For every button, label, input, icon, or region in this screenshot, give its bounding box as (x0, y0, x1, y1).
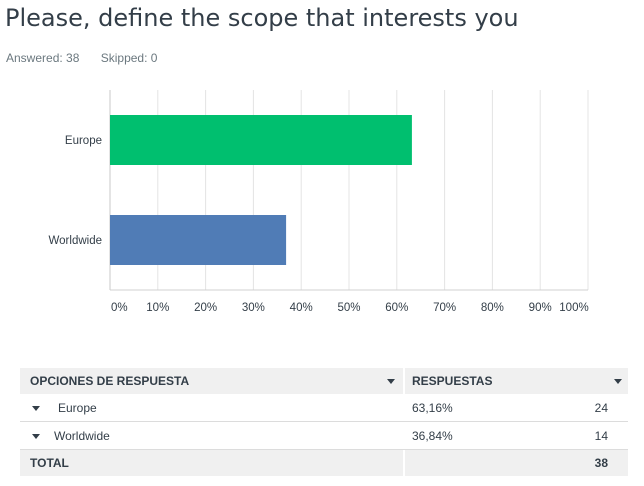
skipped-count: Skipped: 0 (100, 51, 158, 65)
bar-europe[interactable] (110, 115, 412, 165)
header-responses[interactable]: RESPUESTAS (412, 374, 493, 388)
table-total-row: TOTAL 38 (20, 450, 628, 476)
column-divider (403, 450, 405, 476)
response-table: OPCIONES DE RESPUESTA RESPUESTAS Europe … (20, 368, 628, 476)
row-count: 24 (594, 401, 608, 415)
row-percent: 63,16% (412, 401, 453, 415)
category-label: Europe (65, 135, 102, 147)
expand-row-chevron-down-icon[interactable] (32, 434, 40, 439)
bar-worldwide[interactable] (110, 215, 287, 265)
x-tick-label: 10% (146, 302, 169, 314)
row-count: 14 (594, 429, 608, 443)
sort-responses-chevron-down-icon[interactable] (614, 379, 622, 384)
x-tick-label: 80% (481, 302, 504, 314)
x-tick-label: 90% (529, 302, 552, 314)
total-label: TOTAL (30, 456, 69, 470)
bar-chart: 0% 10% 20% 30% 40% 50% 60% 70% 80% 90% 100% Europe W… (49, 90, 589, 314)
x-tick-label: 60% (385, 302, 408, 314)
x-tick-label: 70% (433, 302, 456, 314)
row-label: Worldwide (54, 429, 110, 443)
table-row: Worldwide 36,84% 14 (20, 422, 628, 450)
table-header: OPCIONES DE RESPUESTA RESPUESTAS (20, 368, 628, 394)
x-tick-label: 20% (194, 302, 217, 314)
question-title: Please, define the scope that interests … (5, 4, 519, 32)
total-count: 38 (594, 456, 608, 470)
expand-row-chevron-down-icon[interactable] (32, 406, 40, 411)
column-divider (403, 368, 405, 394)
x-tick-label: 50% (337, 302, 360, 314)
x-tick-label: 30% (242, 302, 265, 314)
answered-count: Answered: 38 (6, 51, 80, 65)
x-tick-label: 0% (111, 302, 128, 314)
sort-options-chevron-down-icon[interactable] (387, 379, 395, 384)
row-percent: 36,84% (412, 429, 453, 443)
category-label: Worldwide (49, 235, 102, 247)
x-tick-label: 40% (290, 302, 313, 314)
table-row: Europe 63,16% 24 (20, 394, 628, 422)
response-stats: Answered: 38 Skipped: 0 (6, 51, 157, 65)
header-answer-options[interactable]: OPCIONES DE RESPUESTA (30, 374, 190, 388)
row-label: Europe (58, 401, 97, 415)
x-tick-label: 100% (559, 302, 588, 314)
